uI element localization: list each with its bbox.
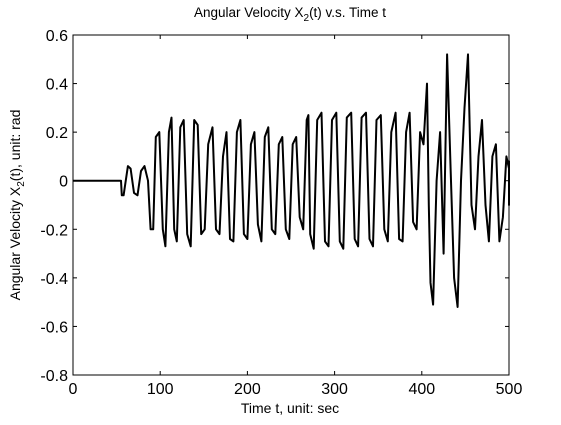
y-tick-label: 0 — [59, 174, 68, 191]
y-axis-label-tail: (t), unit: rad — [7, 110, 23, 182]
y-tick-label: 0.4 — [46, 77, 68, 94]
y-tick-label: -0.2 — [40, 222, 68, 239]
x-tick-label: 300 — [321, 381, 348, 398]
y-tick-label: -0.8 — [40, 368, 68, 385]
x-tick-label: 0 — [69, 381, 78, 398]
x-tick-label: 100 — [147, 381, 174, 398]
series-line — [73, 54, 509, 307]
y-axis: -0.8 -0.6 -0.4 -0.2 0 0.2 0.4 0.6 — [40, 28, 509, 385]
y-tick-label: -0.6 — [40, 319, 68, 336]
x-tick-label: 400 — [408, 381, 435, 398]
chart-title: Angular Velocity X2(t) v.s. Time t — [194, 5, 386, 24]
y-tick-label: 0.6 — [46, 28, 68, 45]
y-axis-label: Angular Velocity X2(t), unit: rad — [7, 110, 27, 301]
chart-title-main: Angular Velocity X — [194, 5, 304, 20]
chart-title-tail: (t) v.s. Time t — [309, 5, 386, 20]
plot-area: 0 100 200 300 400 500 -0.8 -0.6 -0.4 -0.2 0 0.2 0.4… — [40, 28, 522, 398]
y-axis-label-main: Angular Velocity X — [7, 186, 23, 300]
x-tick-label: 200 — [234, 381, 261, 398]
y-tick-label: 0.2 — [46, 125, 68, 142]
x-tick-label: 500 — [496, 381, 523, 398]
x-axis-label: Time t, unit: sec — [241, 400, 339, 416]
x-axis: 0 100 200 300 400 500 — [69, 35, 523, 398]
y-tick-label: -0.4 — [40, 271, 68, 288]
